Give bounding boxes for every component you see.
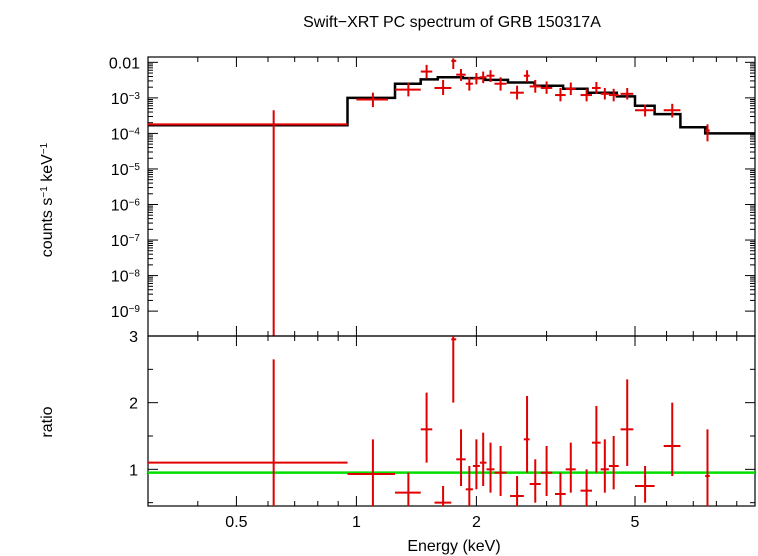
spectrum-point: [523, 70, 530, 82]
bottom-y-tick-label: 3: [129, 329, 138, 346]
ratio-point: [456, 429, 466, 486]
top-y-tick-label: 10−6: [111, 197, 141, 215]
ratio-point: [523, 396, 530, 473]
spectrum-point: [663, 103, 681, 118]
top-ylabel-sup2: −1: [39, 142, 50, 154]
top-plot-frame: [147, 56, 756, 337]
spectrum-point: [356, 92, 388, 108]
top-y-tick-label: 10−4: [111, 126, 141, 144]
spectrum-point: [592, 81, 601, 94]
ratio-point: [592, 406, 601, 473]
bottom-y-tick-label: 1: [129, 462, 138, 479]
ratio-point: [608, 436, 619, 490]
spectrum-point: [420, 64, 433, 79]
ratio-point: [663, 402, 681, 476]
top-y-tick-label: 10−3: [111, 90, 141, 108]
top-y-axis-label: counts s−1 keV−1: [39, 142, 57, 257]
ratio-point: [148, 359, 348, 506]
ratio-point: [529, 459, 541, 503]
top-y-tick-label: 10−5: [111, 161, 141, 179]
spectrum-point: [565, 82, 576, 96]
spectrum-point: [395, 83, 421, 97]
bottom-y-tick-label: 2: [129, 396, 138, 413]
spectrum-point: [540, 81, 553, 94]
bottom-y-axis-label: ratio: [39, 406, 56, 437]
spectrum-point: [451, 58, 457, 69]
top-y-tick-label: 10−7: [111, 233, 141, 251]
top-ylabel-mid: keV: [39, 154, 56, 186]
spectrum-point: [456, 68, 466, 81]
ratio-point: [580, 469, 593, 506]
spectrum-point: [705, 124, 710, 142]
ratio-point: [472, 439, 480, 490]
spectrum-point: [434, 79, 452, 96]
x-tick-label: 5: [631, 514, 640, 531]
spectrum-point: [580, 88, 593, 102]
top-ylabel-text: counts s: [39, 198, 56, 258]
x-tick-label: 1: [352, 514, 361, 531]
top-y-tick-label: 10−9: [111, 304, 141, 322]
spectrum-point: [600, 87, 609, 100]
spectrum-point: [620, 87, 634, 100]
spectrum-point: [635, 104, 655, 117]
spectrum-point: [608, 88, 619, 102]
ratio-point: [494, 446, 507, 496]
ratio-point: [465, 466, 473, 506]
spectrum-point: [510, 85, 524, 100]
bottom-plot-frame: [147, 335, 756, 507]
spectrum-point: [494, 77, 507, 91]
ratio-point: [451, 336, 457, 403]
spectrum-point: [472, 73, 480, 85]
x-tick-label: 2: [472, 514, 481, 531]
spectrum-panel: 0.01 10−3 10−4 10−5 10−6 10−7 10−8 10−9: [109, 55, 756, 337]
ratio-point: [635, 466, 655, 503]
spectrum-point: [465, 77, 473, 91]
ratio-point: [540, 446, 553, 496]
svg-text:counts s−1 keV−1: counts s−1 keV−1: [39, 142, 57, 257]
chart-title: Swift−XRT PC spectrum of GRB 150317A: [303, 14, 601, 31]
ratio-point: [434, 486, 452, 506]
ratio-point: [600, 439, 609, 493]
ratio-point: [620, 379, 634, 466]
spectrum-point: [479, 71, 487, 84]
ratio-point: [705, 429, 710, 506]
ratio-panel: 0.5 1 2 5 1 2 3: [129, 329, 756, 531]
spectrum-point: [529, 79, 541, 93]
spectrum-point: [486, 70, 495, 82]
spectrum-point: [555, 87, 566, 102]
ratio-point: [486, 442, 495, 493]
ratio-point: [555, 472, 566, 506]
ratio-point: [420, 392, 433, 463]
ratio-point: [510, 476, 524, 506]
x-axis-label: Energy (keV): [407, 538, 500, 555]
top-y-tick-label: 10−8: [111, 268, 141, 286]
spectrum-point: [148, 110, 348, 336]
ratio-point: [347, 439, 396, 506]
ratio-point: [565, 442, 576, 493]
top-ylabel-sup1: −1: [39, 186, 50, 198]
ratio-point: [479, 432, 487, 486]
top-y-tick-label: 0.01: [109, 55, 140, 72]
ratio-point: [395, 472, 421, 506]
x-tick-label: 0.5: [225, 514, 247, 531]
